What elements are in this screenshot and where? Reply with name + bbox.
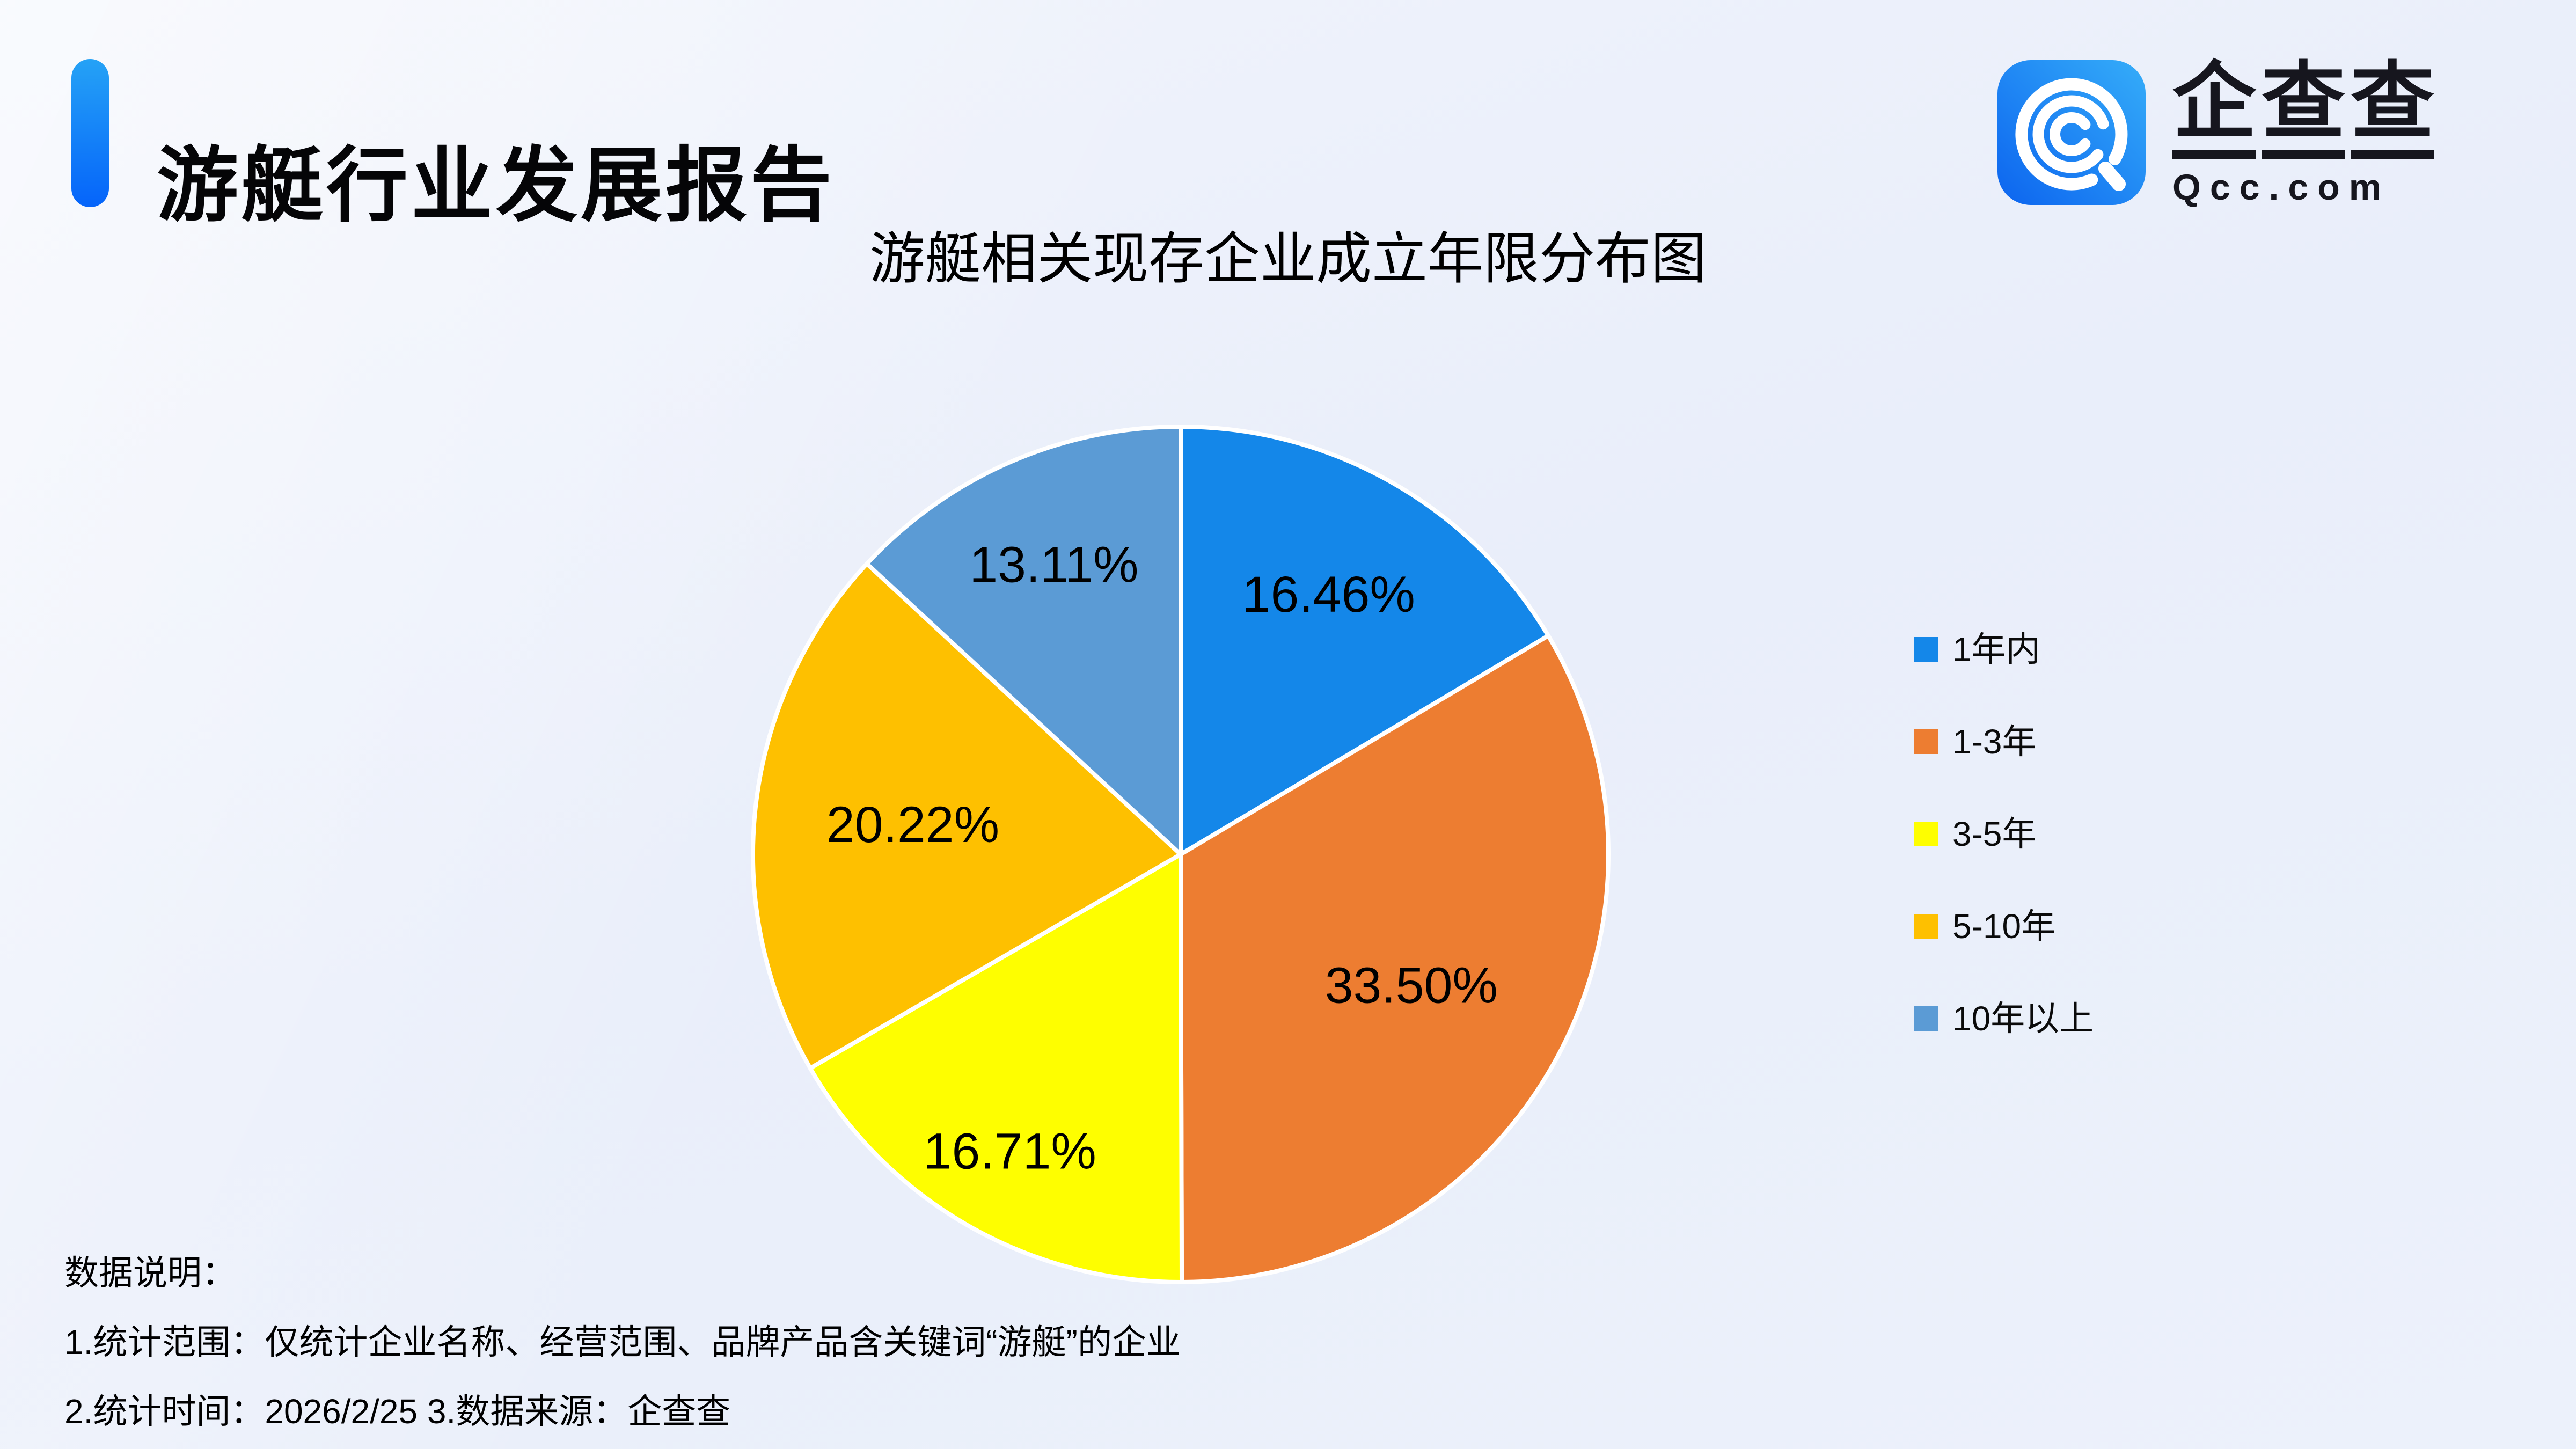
pie-label: 13.11% <box>969 537 1138 594</box>
legend-item: 3-5年 <box>1914 815 2094 853</box>
pie-label: 20.22% <box>826 796 999 853</box>
brand-name-cn: 企 查 查 <box>2172 60 2434 159</box>
footnote-date-source: 2.统计时间：2026/2/25 3.数据来源：企查查 <box>64 1392 731 1431</box>
legend-swatch <box>1914 914 1938 939</box>
legend-label: 1年内 <box>1952 630 2040 669</box>
legend-label: 3-5年 <box>1952 815 2037 853</box>
pie-chart: 16.46% 33.50% 16.71% 20.22% 13.11% <box>750 425 1611 1285</box>
page-title: 游艇行业发展报告 <box>157 140 835 231</box>
legend-swatch <box>1914 729 1938 754</box>
brand-cn-char: 查 <box>2351 60 2434 159</box>
chart-title: 游艇相关现存企业成立年限分布图 <box>869 228 1707 290</box>
legend-label: 5-10年 <box>1952 907 2056 946</box>
pie-label: 33.50% <box>1325 957 1498 1014</box>
brand-logo: 企 查 查 Qcc.com <box>1997 60 2434 206</box>
legend-label: 1-3年 <box>1952 722 2037 761</box>
pie-slice-0 <box>1179 425 1550 857</box>
pie-label: 16.71% <box>924 1123 1096 1180</box>
brand-name-en: Qcc.com <box>2172 167 2391 208</box>
legend-item: 1年内 <box>1914 631 2094 668</box>
legend-item: 10年以上 <box>1914 1000 2094 1037</box>
legend-swatch <box>1914 637 1938 662</box>
brand-text: 企 查 查 Qcc.com <box>2172 60 2434 206</box>
footnote-heading: 数据说明： <box>64 1254 236 1292</box>
legend-item: 5-10年 <box>1914 908 2094 945</box>
legend-swatch <box>1914 1006 1938 1031</box>
legend-label: 10年以上 <box>1952 999 2094 1038</box>
pie-label: 16.46% <box>1242 566 1415 623</box>
legend-item: 1-3年 <box>1914 723 2094 760</box>
footnote-scope: 1.统计范围：仅统计企业名称、经营范围、品牌产品含关键词“游艇”的企业 <box>64 1323 1181 1362</box>
qcc-app-icon <box>1997 60 2146 205</box>
pie-slice-1 <box>1179 633 1611 1284</box>
pie-slice-3 <box>750 561 1183 1071</box>
brand-cn-char: 查 <box>2262 60 2345 159</box>
pie-slice-4 <box>865 425 1183 857</box>
legend-swatch <box>1914 822 1938 846</box>
pie-slice-2 <box>808 852 1184 1285</box>
title-accent-bar <box>71 59 109 207</box>
brand-cn-char: 企 <box>2172 60 2256 159</box>
q-spiral-icon <box>2015 78 2128 191</box>
legend: 1年内 1-3年 3-5年 5-10年 10年以上 <box>1914 631 2094 1037</box>
